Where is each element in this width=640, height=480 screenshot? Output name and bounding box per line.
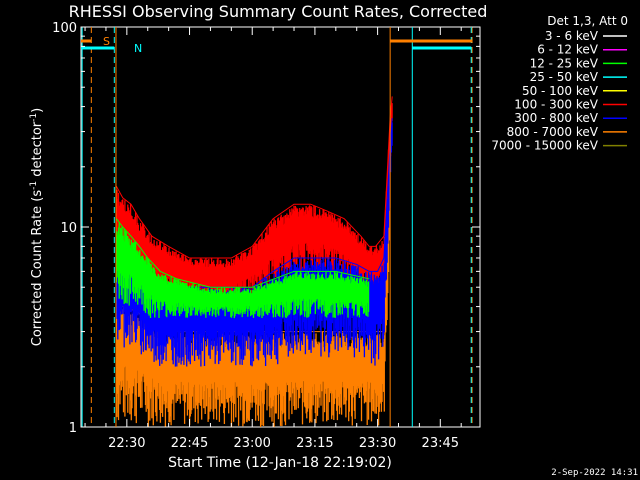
night-marker-label: N [134,42,142,55]
legend-label: 3 - 6 keV [545,29,599,43]
y-axis-label-exp2: -1 [29,113,39,122]
x-tick-label: 23:45 [422,436,459,451]
series-envelope [116,218,370,288]
series-12-25-kev [115,218,370,319]
y-axis-label-end: ) [30,108,45,113]
x-axis: 22:30 22:45 23:00 23:15 23:30 23:45 [84,27,462,451]
y-tick-label: 1 [69,421,77,436]
y-axis: 1 10 100 [52,21,480,436]
plot-area: S N 1 10 100 22:30 22:45 23:00 23:15 23:30 23:45 [52,21,481,451]
legend-label: 800 - 7000 keV [507,125,599,139]
legend-label: 50 - 100 keV [522,84,599,98]
y-axis-label-main: Corrected Count Rate (s [30,190,45,347]
x-tick-label: 23:00 [233,436,270,451]
series-100-300-kev [115,96,393,307]
x-tick-label: 23:30 [359,436,396,451]
legend-label: 12 - 25 keV [530,56,599,70]
y-tick-label: 100 [52,21,77,36]
series-envelope [115,96,393,259]
legend-header: Det 1,3, Att 0 [547,14,628,28]
x-tick-label: 22:30 [108,436,145,451]
x-axis-label: Start Time (12-Jan-18 22:19:02) [168,455,392,471]
saa-marker-label: S [103,35,110,48]
legend-label: 7000 - 15000 keV [491,139,598,153]
y-axis-label-mid: detector [30,121,45,181]
legend-label: 100 - 300 keV [514,98,598,112]
y-axis-label-exp1: -1 [29,181,39,190]
legend-label: 6 - 12 keV [537,43,599,57]
x-tick-label: 23:15 [296,436,333,451]
x-tick-label: 22:45 [171,436,208,451]
legend-label: 25 - 50 keV [530,70,599,84]
chart-title: RHESSI Observing Summary Count Rates, Co… [69,2,488,21]
legend-label: 300 - 800 keV [514,111,598,125]
y-axis-label: Corrected Count Rate (s-1 detector-1) [29,108,45,346]
data-layer [115,96,393,427]
footer-date: 2-Sep-2022 14:31 [551,468,638,478]
y-tick-label: 10 [60,221,77,236]
